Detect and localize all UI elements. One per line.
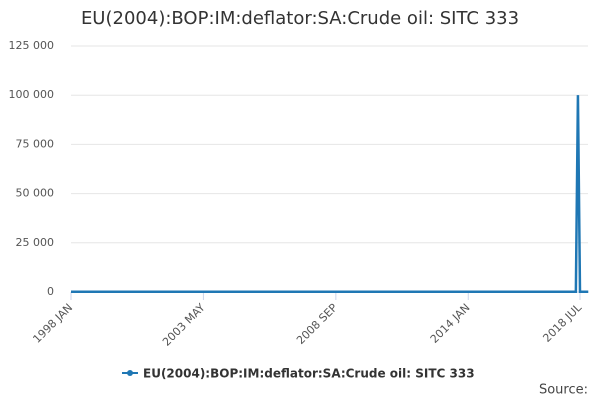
source: Source:	[539, 383, 588, 398]
y-tick-label: 125 000	[9, 39, 55, 52]
y-tick-label: 0	[47, 285, 54, 298]
x-tick-label: 2018 JUL	[540, 300, 584, 344]
legend-marker	[127, 370, 133, 376]
y-tick-label: 50 000	[16, 187, 55, 200]
x-tick-label: 1998 JAN	[30, 301, 75, 346]
legend-label: EU(2004):BOP:IM:deflator:SA:Crude oil: S…	[143, 367, 475, 381]
chart-title: EU(2004):BOP:IM:deflator:SA:Crude oil: S…	[81, 8, 519, 29]
y-tick-label: 75 000	[16, 137, 55, 150]
y-tick-label: 25 000	[16, 236, 55, 249]
line-series	[71, 95, 589, 294]
x-tick-label: 2003 MAY	[160, 301, 208, 349]
y-tick-label: 100 000	[9, 88, 55, 101]
x-tick-label: 2014 JAN	[428, 301, 473, 346]
x-tick-label: 2008 SEP	[294, 301, 340, 347]
